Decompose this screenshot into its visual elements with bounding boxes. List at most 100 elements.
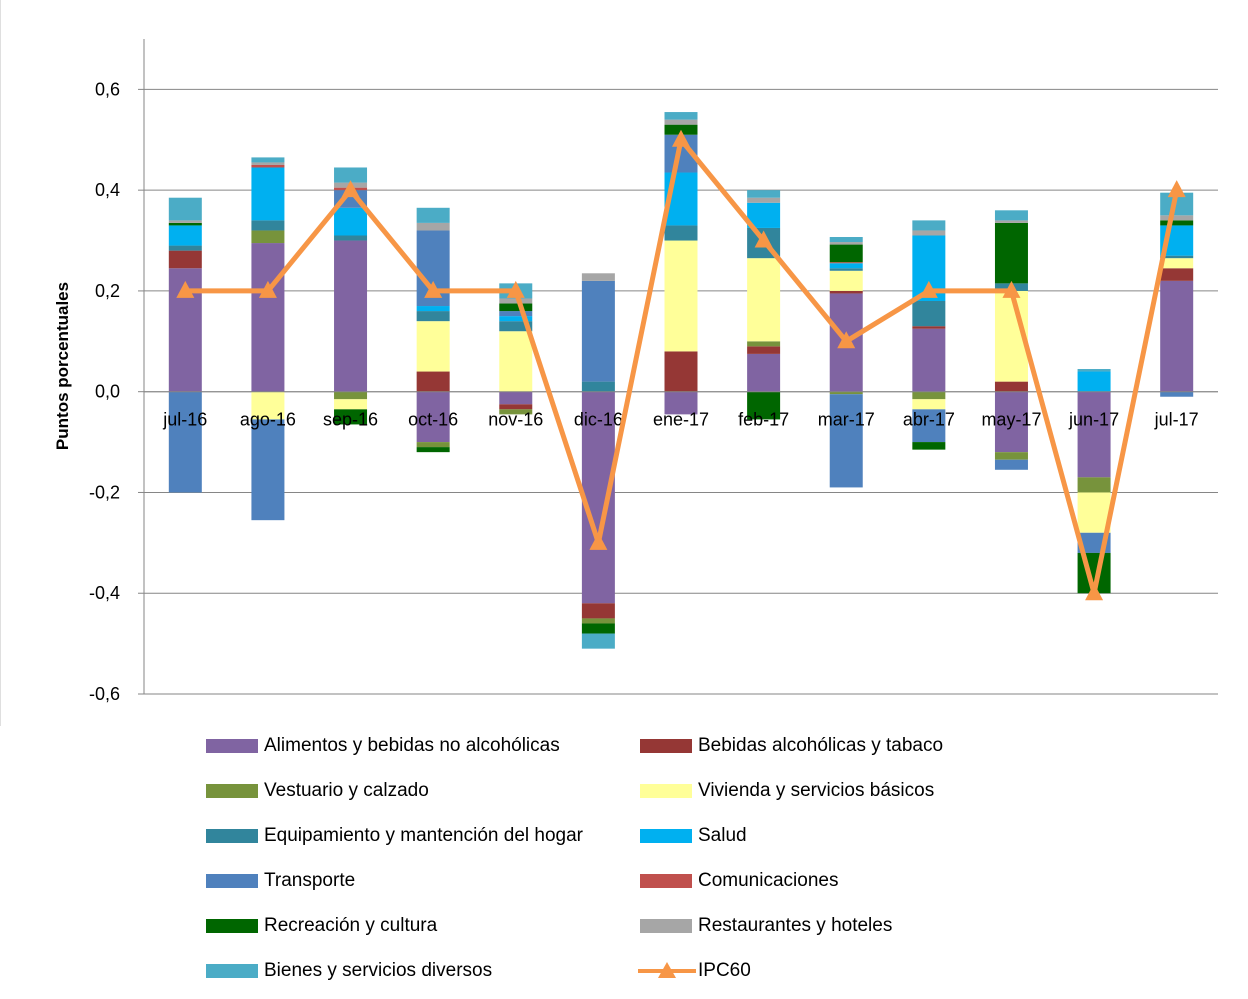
legend-swatch (206, 964, 258, 978)
legend-label: Equipamiento y mantención del hogar (264, 825, 583, 846)
bar-segment (664, 225, 698, 241)
bar-segment (581, 381, 615, 392)
bar-segment (581, 633, 615, 649)
bar-segment (251, 157, 285, 163)
bar-segment (168, 391, 202, 493)
bar-segment (747, 258, 781, 342)
x-tick-label: dic-16 (574, 410, 623, 430)
legend-swatch (640, 874, 692, 888)
bar-segment (168, 220, 202, 223)
bar-segment (251, 164, 285, 168)
legend-swatch (640, 739, 692, 753)
legend-swatch (640, 919, 692, 933)
bar-segment (912, 301, 946, 327)
ipc60-marker (341, 180, 360, 198)
bar-segment (1160, 220, 1194, 226)
bar-segment (664, 124, 698, 135)
ipc60-marker (754, 230, 773, 248)
legend-swatch (206, 919, 258, 933)
legend-item: Alimentos y bebidas no alcohólicas (206, 731, 560, 761)
y-tick-label: -0,2 (89, 482, 120, 502)
bar-segment (912, 326, 946, 329)
legend-item: Transporte (206, 866, 355, 896)
bar-segment (499, 303, 533, 312)
bar-segment (664, 240, 698, 352)
bar-segment (1160, 258, 1194, 269)
legend-label: Transporte (264, 870, 356, 891)
legend-label: Salud (698, 825, 747, 846)
ipc60-marker (919, 280, 938, 298)
bar-segment (416, 222, 450, 231)
x-tick-label: jul-17 (1154, 410, 1199, 430)
bar-segment (1077, 371, 1111, 392)
legend: Alimentos y bebidas no alcohólicas Bebida… (0, 726, 1248, 996)
bar-segment (168, 225, 202, 246)
legend-swatch (640, 784, 692, 798)
bar-segment (334, 399, 368, 410)
bar-segment (334, 409, 368, 425)
bar-segment (416, 447, 450, 453)
bar-segment (251, 419, 285, 521)
bar-segment (912, 230, 946, 236)
ipc60-marker (424, 280, 443, 298)
ipc60-marker (589, 532, 608, 550)
bar-segment (416, 371, 450, 392)
bar-segment (168, 250, 202, 269)
bar-segment (747, 353, 781, 392)
bar-segment (499, 311, 533, 317)
legend-swatch (206, 829, 258, 843)
bar-segment (829, 290, 863, 294)
bar-segment (912, 409, 946, 443)
bar-segment (168, 222, 202, 226)
bar-segment (1077, 391, 1111, 478)
bar-segment (664, 351, 698, 392)
bar-segment (416, 207, 450, 223)
ipc60-marker (837, 331, 856, 349)
ipc60-marker (1085, 583, 1104, 601)
stacked-bar-chart: -0,6 -0,4 -0,2 0,0 0,2 0,4 0,6 jul-16 ago-16 sep-… (0, 0, 1218, 726)
bar-segment (499, 298, 533, 304)
bar-segment (499, 404, 533, 410)
bar-segment (829, 270, 863, 291)
legend-item: Vestuario y calzado (206, 776, 429, 806)
bar-segment (499, 321, 533, 332)
legend-label: Bebidas alcohólicas y tabaco (698, 735, 944, 756)
legend-swatch (206, 739, 258, 753)
bar-segment (912, 220, 946, 231)
ipc-line-group (176, 129, 1186, 601)
bar-segment (829, 237, 863, 243)
bar-segment (747, 197, 781, 203)
legend-item: Recreación y cultura (206, 911, 437, 941)
bar-segment (581, 603, 615, 619)
bar-segment (334, 167, 368, 183)
x-tick-label: may-17 (981, 410, 1041, 430)
bar-segment (251, 167, 285, 221)
bar-segment (829, 268, 863, 271)
bar-segment (581, 273, 615, 281)
bar-segment (664, 112, 698, 120)
bar-segment (994, 459, 1028, 470)
bar-segment (416, 442, 450, 448)
x-tick-label: ene-17 (653, 410, 709, 430)
legend-item: Comunicaciones (640, 866, 838, 896)
bar-segment (168, 245, 202, 251)
bar-segment (251, 162, 285, 165)
bar-segment (499, 331, 533, 392)
legend-swatch (206, 784, 258, 798)
legend-label: IPC60 (698, 960, 751, 981)
bar-segment (251, 391, 285, 420)
legend-label: Vivienda y servicios básicos (698, 780, 935, 801)
bar-segment (747, 346, 781, 354)
bar-segment (334, 207, 368, 236)
bar-segment (334, 391, 368, 400)
bar-segment (581, 618, 615, 624)
legend-item: Bebidas alcohólicas y tabaco (640, 731, 943, 761)
bar-segment (912, 328, 946, 392)
bar-segment (664, 391, 698, 415)
x-tick-label: abr-17 (903, 410, 955, 430)
ipc60-marker (506, 280, 525, 298)
bar-segment (416, 391, 450, 443)
legend-line-swatch (638, 961, 696, 981)
y-tick-label: 0,2 (95, 281, 120, 301)
